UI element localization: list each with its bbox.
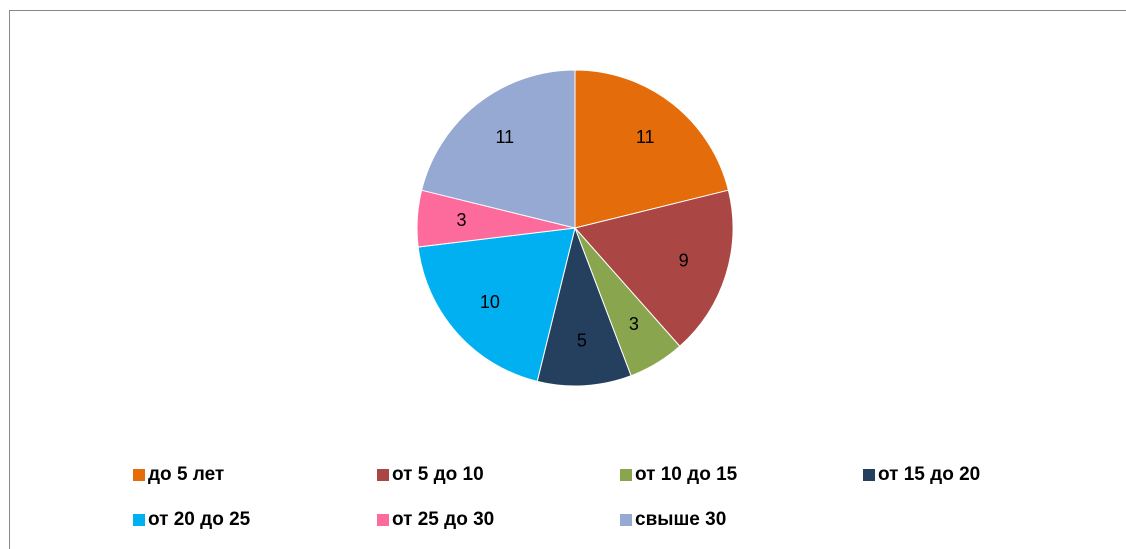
legend-label: свыше 30 — [635, 509, 726, 530]
pie-slice — [420, 69, 576, 229]
pie-slice — [574, 69, 730, 229]
data-label: 5 — [577, 330, 587, 350]
legend-swatch — [377, 514, 389, 526]
legend-swatch — [863, 469, 875, 481]
data-label: 11 — [495, 127, 514, 147]
data-label: 11 — [636, 127, 655, 147]
legend-swatch — [620, 514, 632, 526]
pie-slice — [536, 226, 632, 387]
legend-label: от 15 до 20 — [878, 464, 980, 485]
legend-swatch — [133, 514, 145, 526]
legend-swatch — [377, 469, 389, 481]
legend-label: до 5 лет — [148, 464, 224, 485]
legend-swatch — [620, 469, 632, 481]
chart-border — [9, 10, 1126, 549]
data-label: 3 — [456, 210, 466, 230]
data-label: 10 — [480, 292, 500, 312]
pie-slice — [574, 189, 734, 347]
data-label: 9 — [679, 251, 689, 271]
data-label: 3 — [629, 314, 639, 334]
legend-swatch — [133, 469, 145, 481]
legend-label: от 5 до 10 — [392, 464, 484, 485]
legend-label: от 25 до 30 — [392, 509, 494, 530]
legend-label: от 20 до 25 — [148, 509, 251, 530]
pie-slice — [417, 227, 576, 383]
legend-label: от 10 до 15 — [635, 464, 738, 485]
